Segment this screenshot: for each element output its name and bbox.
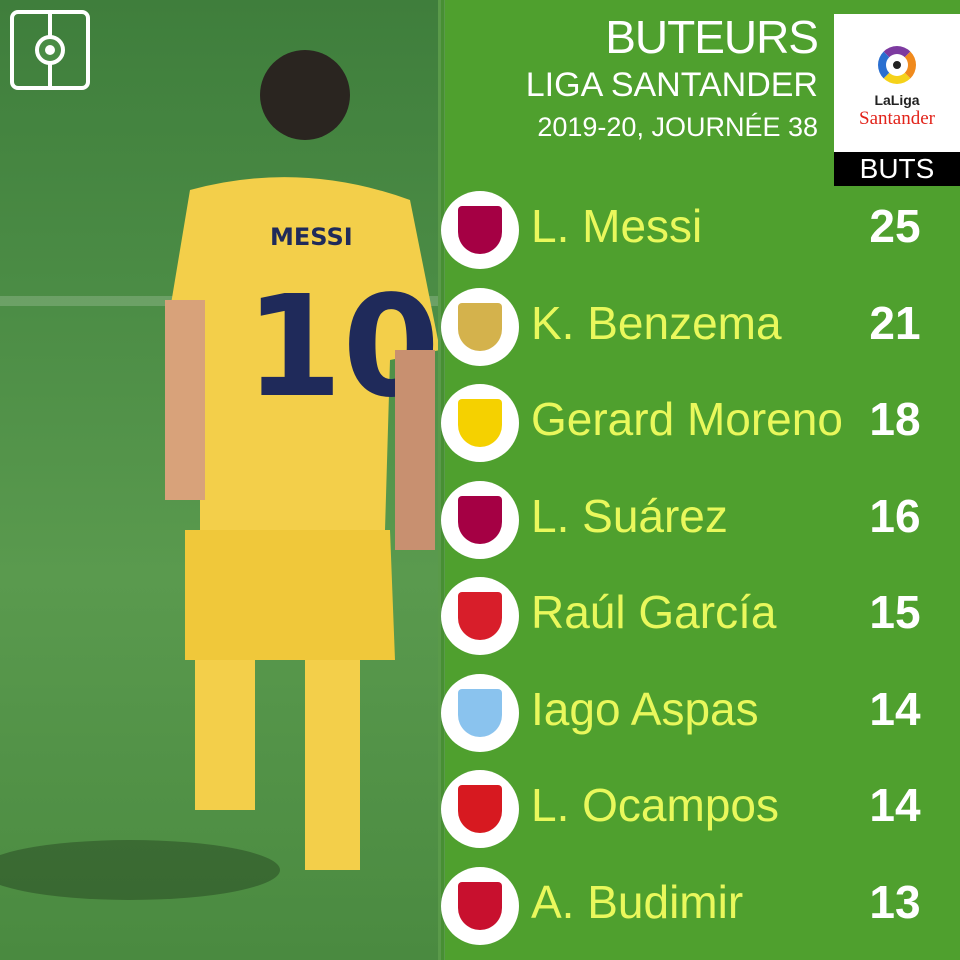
real-madrid-crest-icon <box>441 287 519 366</box>
league-name: LIGA SANTANDER <box>525 66 818 104</box>
goals-count: 14 <box>869 779 921 831</box>
fc-barcelona-crest-icon <box>441 480 519 559</box>
player-name: L. Ocampos <box>531 779 779 831</box>
goals-count: 21 <box>869 296 921 349</box>
laliga-santander-logo: LaLiga Santander <box>834 14 960 152</box>
goals-count: 25 <box>869 200 921 252</box>
player-name: L. Messi <box>531 200 703 252</box>
villarreal-crest-icon <box>441 384 519 462</box>
player-photo: MESSI 10 <box>0 0 445 960</box>
scorer-row: Raúl García 15 <box>440 577 960 657</box>
sevilla-crest-icon <box>441 770 519 848</box>
player-name: K. Benzema <box>531 296 782 349</box>
scorer-row: A. Budimir 13 <box>440 866 960 947</box>
scorer-row: L. Messi 25 <box>440 191 960 271</box>
player-name: A. Budimir <box>531 875 744 928</box>
goals-count: 15 <box>869 586 921 638</box>
player-name: Gerard Moreno <box>531 393 843 445</box>
player-name: L. Suárez <box>531 489 728 542</box>
scorer-row: L. Ocampos 14 <box>440 770 960 850</box>
scorer-row: L. Suárez 16 <box>440 480 960 561</box>
fc-barcelona-crest-icon <box>441 191 519 269</box>
celta-vigo-crest-icon <box>441 673 519 752</box>
player-name: Raúl García <box>531 586 777 638</box>
scorer-row: K. Benzema 21 <box>440 287 960 368</box>
goals-count: 16 <box>869 489 921 542</box>
scorer-row: Iago Aspas 14 <box>440 673 960 754</box>
season-round: 2019-20, JOURNÉE 38 <box>537 112 818 142</box>
athletic-club-crest-icon <box>441 577 519 655</box>
player-name: Iago Aspas <box>531 682 759 735</box>
scorer-row: Gerard Moreno 18 <box>440 384 960 464</box>
goals-count: 13 <box>869 875 921 928</box>
mallorca-crest-icon <box>441 866 519 945</box>
svg-text:MESSI: MESSI <box>270 223 353 251</box>
goals-count: 14 <box>869 682 921 735</box>
pitch-logo-icon <box>10 10 90 90</box>
page-title: BUTEURS <box>605 11 819 63</box>
goals-column-header: BUTS <box>834 152 960 186</box>
goals-count: 18 <box>869 393 921 445</box>
